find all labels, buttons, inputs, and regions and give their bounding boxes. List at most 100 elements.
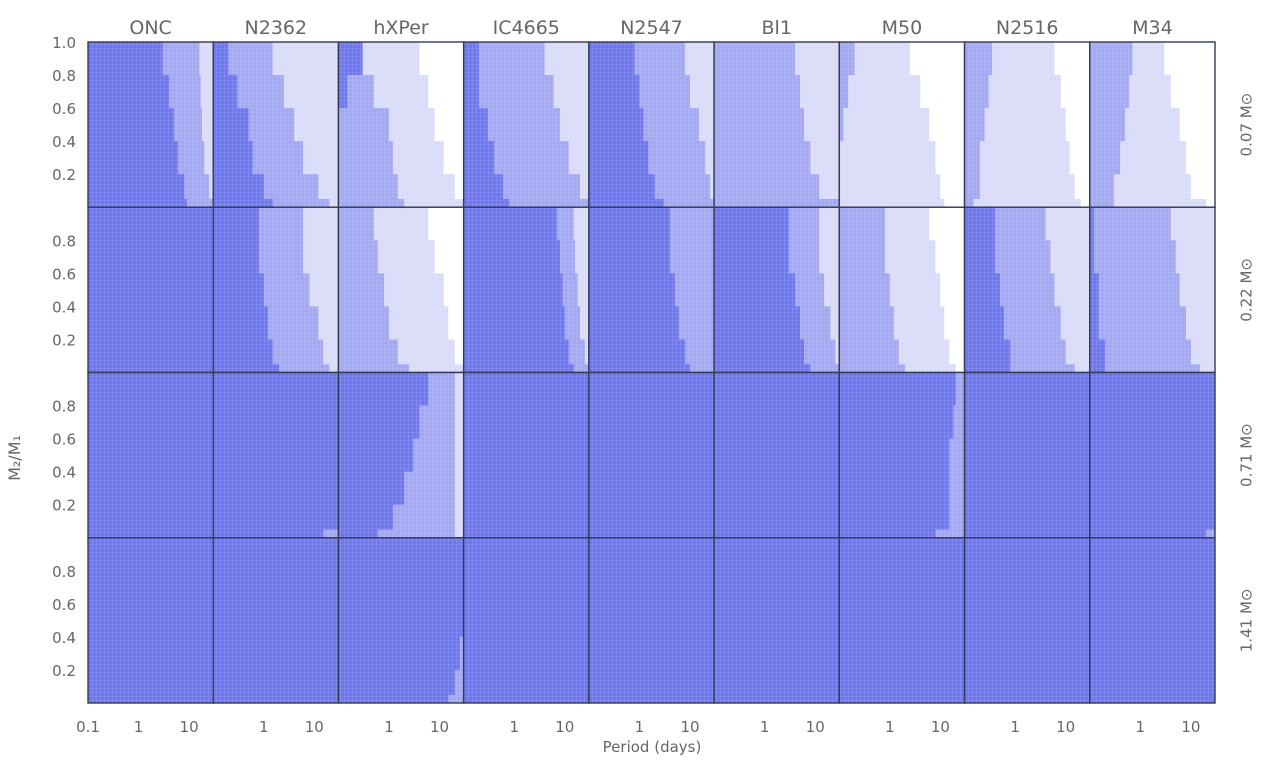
row-label-1: 0.07 M⊙ [1238,93,1256,157]
y-tick-label: 1.0 [52,34,76,52]
panel-grid-texture [213,42,339,208]
panel-N2516-row3 [963,371,1091,539]
panel-grid-texture [588,42,715,208]
row-label-2: 0.22 M⊙ [1238,258,1256,322]
panel-grid-texture [839,372,965,538]
x-tick-label: 1 [885,718,895,736]
panel-N2362-row2 [212,206,340,374]
panel-grid-texture [213,537,339,703]
panel-M34-row2 [1089,206,1216,374]
panel-grid-texture [88,537,214,703]
panel-M50-row1 [838,41,966,208]
y-tick-label: 0.2 [52,662,76,680]
panel-grid-texture [1089,537,1215,703]
panel-hXPer-row1 [337,41,465,208]
x-tick-label: 10 [806,718,825,736]
panel-grid-texture [714,372,840,538]
column-title-hXPer: hXPer [373,17,429,39]
y-tick-label: 0.8 [52,398,76,416]
panel-N2547-row1 [588,41,715,208]
column-title-ONC: ONC [129,17,171,39]
panel-grid-texture [1089,42,1215,208]
panel-hXPer-row4 [337,537,465,704]
axis-labels: ONC N2362 hXPer IC4665 N2547 Bl1 M50 N2516 M34 0.… [5,17,1256,756]
panel-grid-texture [338,207,464,373]
y-tick-label: 0.6 [52,431,76,449]
panel-grid-texture [964,42,1090,208]
column-title-IC4665: IC4665 [493,17,560,39]
row-label-3: 0.71 M⊙ [1238,423,1256,487]
y-tick-label: 0.6 [52,596,76,614]
panel-N2362-row4 [212,537,340,704]
panel-M34-row4 [1089,537,1216,704]
x-tick-label: 10 [1181,718,1200,736]
panel-grid-texture [213,372,339,538]
y-tick-label: 0.2 [52,331,76,349]
panel-hXPer-row2 [337,206,465,374]
x-axis-label: Period (days) [603,738,702,756]
panel-grid-texture [338,537,464,703]
panel-M34-row1 [1089,41,1216,208]
panel-IC4665-row4 [462,537,590,704]
panel-grid-texture [714,42,840,208]
panel-grid-texture [588,207,715,373]
y-tick-label: 0.8 [52,67,76,85]
panel-ONC-row4 [87,537,214,704]
x-tick-label: 10 [555,718,574,736]
column-title-M50: M50 [882,17,923,39]
x-tick-label: 10 [1056,718,1075,736]
panel-grid-texture [964,207,1090,373]
y-tick-label: 0.4 [52,133,76,151]
x-tick-label: 1 [384,718,394,736]
panel-N2362-row1 [212,41,340,208]
panel-grid-texture [964,537,1090,703]
x-tick-label: 1 [1010,718,1020,736]
panel-grid-texture [338,42,464,208]
panel-N2516-row4 [963,537,1091,704]
column-title-Bl1: Bl1 [762,17,792,39]
x-tick-label: 10 [931,718,950,736]
panel-grid-texture [463,537,589,703]
x-tick-label: 1 [259,718,269,736]
panel-grid-texture [714,537,840,703]
panel-grid [87,41,1216,704]
y-tick-label: 0.8 [52,563,76,581]
panel-IC4665-row2 [462,206,590,374]
panel-Bl1-row3 [713,371,841,539]
column-title-M34: M34 [1132,17,1173,39]
panel-IC4665-row3 [462,371,590,539]
panel-N2362-row3 [212,371,340,539]
panel-hXPer-row3 [337,371,465,539]
column-title-N2547: N2547 [620,17,683,39]
x-tick-label: 1 [1136,718,1146,736]
y-tick-label: 0.6 [52,265,76,283]
panel-grid-texture [88,372,214,538]
panel-ONC-row2 [87,206,214,374]
y-axis-label: M₂/M₁ [5,435,24,481]
panel-grid-texture [839,42,965,208]
x-tick-label: 1 [760,718,770,736]
row-label-4: 1.41 M⊙ [1238,589,1256,653]
panel-Bl1-row1 [713,41,841,208]
panel-M34-row3 [1089,371,1216,539]
panel-ONC-row1 [87,41,214,208]
panel-N2547-row3 [588,371,715,539]
panel-IC4665-row1 [462,41,590,208]
x-tick-label: 10 [305,718,324,736]
x-tick-label: 1 [509,718,519,736]
panel-grid-texture [463,372,589,538]
panel-M50-row2 [838,206,966,374]
panel-grid-texture [338,372,464,538]
x-tick-label: 1 [635,718,645,736]
panel-N2547-row2 [588,206,715,374]
panel-grid-texture [1089,372,1215,538]
y-tick-label: 0.2 [52,166,76,184]
panel-grid-texture [88,42,214,208]
x-tick-label: 10 [680,718,699,736]
y-tick-label: 0.4 [52,298,76,316]
panel-grid-texture [839,207,965,373]
panel-grid-texture [839,537,965,703]
y-tick-label: 0.4 [52,464,76,482]
panel-N2516-row1 [963,41,1091,208]
